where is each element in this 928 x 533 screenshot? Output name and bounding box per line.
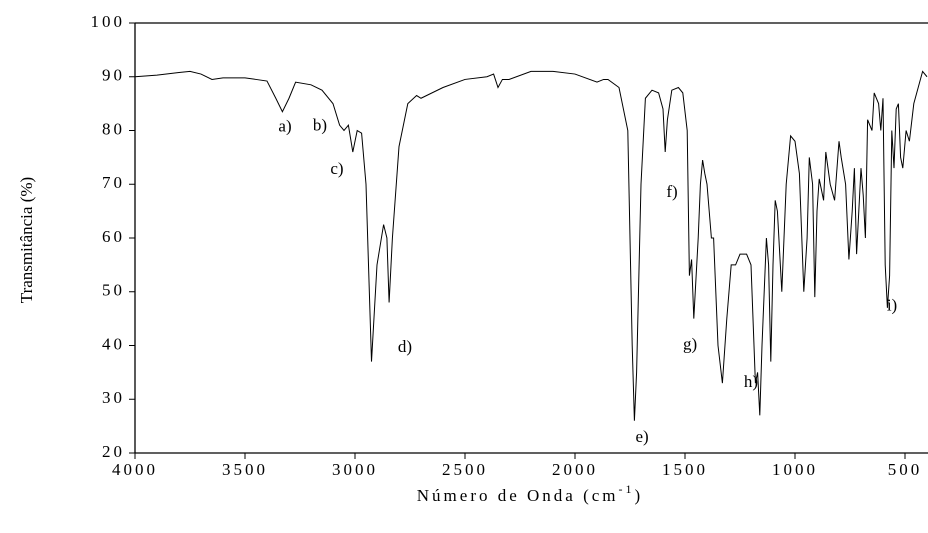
y-tick-label: 80 <box>102 119 125 138</box>
y-tick-label: 70 <box>102 173 125 192</box>
peak-label: b) <box>313 116 327 135</box>
peak-label: g) <box>683 334 697 353</box>
x-axis-label-sup: -1 <box>619 482 635 496</box>
peak-label: e) <box>635 427 648 446</box>
x-tick-label: 2500 <box>442 460 488 479</box>
x-tick-label: 2000 <box>552 460 598 479</box>
y-tick-label: 100 <box>91 12 126 31</box>
y-tick-label: 60 <box>102 227 125 246</box>
x-tick-label: 1000 <box>772 460 818 479</box>
peak-label: c) <box>330 159 343 178</box>
x-axis-label: Número de Onda (cm-1) <box>417 482 643 505</box>
x-axis-label-end: ) <box>635 486 644 505</box>
peak-label: d) <box>398 337 412 356</box>
y-tick-label: 90 <box>102 66 125 85</box>
spectrum-line <box>134 70 928 421</box>
peak-label: a) <box>278 117 291 136</box>
y-tick-label: 40 <box>102 334 125 353</box>
y-tick-label: 50 <box>102 281 125 300</box>
y-tick-label: 20 <box>102 442 125 461</box>
peak-label: f) <box>666 182 677 201</box>
peak-label: h) <box>744 372 758 391</box>
x-tick-label: 4000 <box>112 460 158 479</box>
x-tick-label: 3000 <box>332 460 378 479</box>
x-tick-label: 500 <box>888 460 923 479</box>
y-axis-label: Transmitância (%) <box>17 177 36 303</box>
x-tick-label: 1500 <box>662 460 708 479</box>
x-tick-label: 3500 <box>222 460 268 479</box>
peak-label: i) <box>887 296 897 315</box>
y-tick-label: 30 <box>102 388 125 407</box>
x-axis-label-text: Número de Onda (cm <box>417 486 619 505</box>
